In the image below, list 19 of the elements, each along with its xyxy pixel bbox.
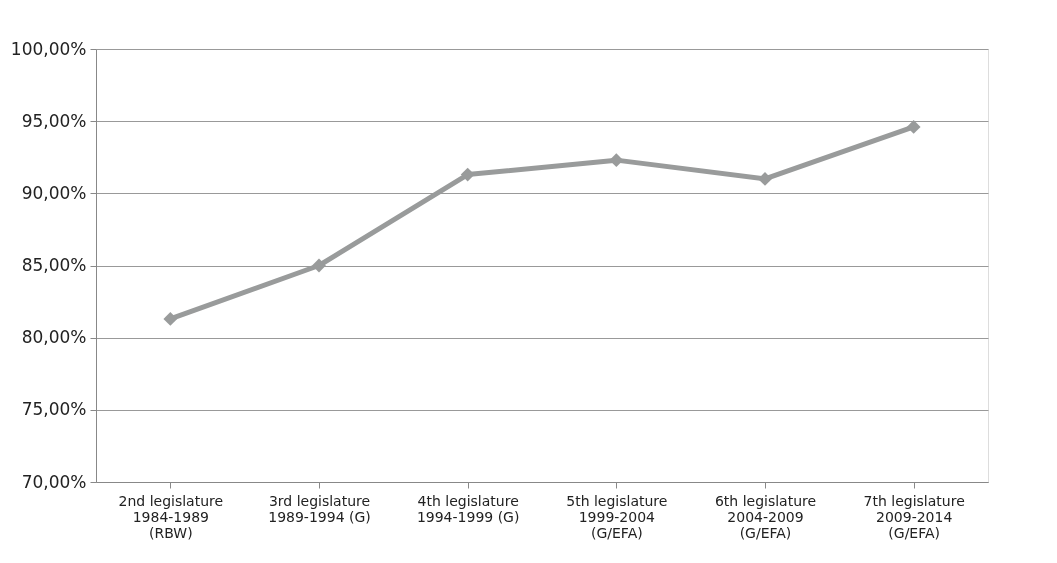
x-tick-label: 2nd legislature 1984-1989 (RBW): [118, 492, 224, 541]
x-tick-label: 4th legislature 1994-1999 (G): [416, 492, 520, 525]
point: [906, 120, 921, 134]
y-tick-label: 80,00%: [21, 327, 87, 348]
y-tick-label: 75,00%: [21, 399, 87, 420]
x-tick-label: 6th legislature 2004-2009 (G/EFA): [714, 492, 817, 541]
y-tick-label: 90,00%: [21, 182, 87, 203]
point: [609, 153, 624, 168]
point: [163, 312, 178, 326]
y-tick-label: 100,00%: [10, 38, 87, 59]
x-tick-label: 7th legislature 2009-2014 (G/EFA): [863, 492, 965, 541]
x-tick-label: 5th legislature 1999-2004 (G/EFA): [566, 492, 668, 541]
point: [758, 172, 772, 186]
y-tick-label: 70,00%: [21, 471, 87, 492]
point: [460, 167, 475, 182]
point: [312, 258, 326, 273]
y-tick-label: 95,00%: [21, 110, 87, 131]
x-tick-label: 3rd legislature 1989-1994 (G): [268, 492, 371, 525]
y-tick-label: 85,00%: [21, 255, 87, 275]
